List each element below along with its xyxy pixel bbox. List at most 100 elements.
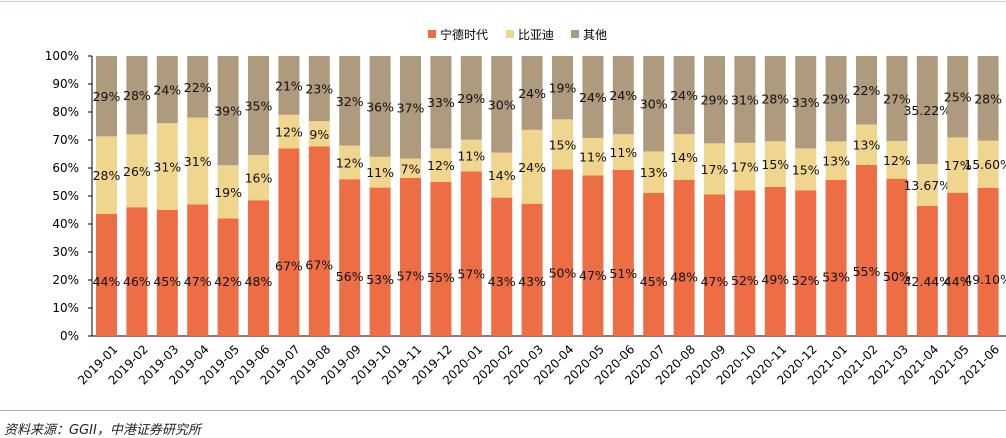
- data-label: 16%: [245, 171, 273, 186]
- data-label: 29%: [822, 92, 850, 107]
- bar-segment: [126, 134, 148, 208]
- bar-segment: [886, 56, 908, 141]
- bar-segment: [369, 56, 391, 157]
- data-label: 43%: [488, 274, 516, 289]
- bar-segment: [977, 56, 999, 141]
- divider: [0, 410, 1006, 411]
- bar-segment: [612, 169, 634, 336]
- bar-segment: [643, 192, 665, 336]
- data-label: 7%: [401, 161, 421, 176]
- data-label: 13%: [640, 165, 668, 180]
- bar-segment: [339, 56, 361, 146]
- data-label: 19%: [214, 185, 242, 200]
- data-label: 52%: [792, 273, 820, 288]
- bar-segment: [308, 146, 330, 336]
- bar-segment: [460, 56, 482, 140]
- data-label: 36%: [366, 99, 394, 114]
- y-tick-label: 60%: [52, 161, 79, 175]
- data-label: 67%: [275, 258, 303, 273]
- data-label: 11%: [579, 150, 607, 165]
- data-label: 29%: [457, 91, 485, 106]
- y-tick-label: 100%: [45, 49, 79, 63]
- data-label: 24%: [518, 86, 546, 101]
- y-tick-label: 30%: [52, 245, 79, 259]
- data-label: 56%: [336, 269, 364, 284]
- bar-segment: [491, 56, 513, 153]
- bar-segment: [96, 214, 117, 336]
- y-tick-label: 70%: [52, 133, 79, 147]
- bar-segment: [217, 165, 239, 219]
- data-label: 57%: [457, 266, 485, 281]
- bar-segment: [856, 164, 877, 336]
- data-label: 26%: [123, 164, 151, 179]
- data-label: 50%: [549, 266, 577, 281]
- bar-segment: [460, 171, 482, 336]
- bar-segment: [552, 119, 573, 170]
- bar-segment: [612, 134, 634, 170]
- data-label: 22%: [184, 80, 212, 95]
- data-label: 45%: [153, 274, 181, 289]
- y-tick-label: 40%: [52, 217, 79, 231]
- data-label: 47%: [701, 274, 729, 289]
- data-label: 13.67%: [903, 178, 951, 193]
- data-label: 28%: [761, 92, 789, 107]
- bar-segment: [187, 117, 209, 205]
- bar-segment: [491, 152, 513, 198]
- bar-segment: [552, 169, 573, 336]
- data-label: 53%: [822, 269, 850, 284]
- data-label: 49.10%: [964, 272, 1006, 287]
- data-label: 31%: [184, 154, 212, 169]
- bar-segment: [126, 207, 148, 336]
- bar-segment: [248, 56, 269, 155]
- data-label: 44%: [944, 274, 972, 289]
- legend-swatch: [428, 30, 436, 38]
- bar-segment: [856, 56, 877, 125]
- data-label: 24%: [609, 88, 637, 103]
- data-label: 35.22%: [903, 103, 951, 118]
- data-label: 44%: [93, 274, 121, 289]
- data-label: 48%: [245, 274, 273, 289]
- data-label: 12%: [275, 125, 303, 140]
- y-tick-label: 90%: [52, 77, 79, 91]
- bar-segment: [734, 56, 756, 143]
- data-label: 42.44%: [903, 274, 951, 289]
- legend-swatch: [506, 30, 514, 38]
- data-label: 29%: [701, 93, 729, 108]
- data-label: 15%: [549, 137, 577, 152]
- data-label: 11%: [457, 149, 485, 164]
- bar-segment: [612, 56, 634, 135]
- bar-segment: [96, 136, 117, 215]
- bar-segment: [734, 190, 756, 336]
- data-label: 24%: [579, 90, 607, 105]
- bar-segment: [704, 143, 725, 195]
- data-label: 32%: [336, 94, 364, 109]
- y-tick-label: 20%: [52, 273, 79, 287]
- data-label: 67%: [305, 258, 333, 273]
- data-label: 46%: [123, 274, 151, 289]
- bar-segment: [369, 187, 391, 336]
- bar-segment: [916, 56, 938, 164]
- bar-segment: [704, 194, 725, 336]
- legend-label: 其他: [583, 28, 607, 42]
- data-label: 15.60%: [964, 157, 1006, 172]
- data-label: 35%: [245, 98, 273, 113]
- bar-segment: [308, 56, 330, 122]
- bar-segment: [278, 148, 300, 336]
- data-label: 51%: [609, 266, 637, 281]
- bar-segment: [156, 123, 178, 210]
- data-label: 15%: [761, 157, 789, 172]
- bar-segment: [521, 129, 543, 204]
- data-label: 11%: [366, 165, 394, 180]
- data-label: 33%: [792, 95, 820, 110]
- data-label: 24%: [670, 88, 698, 103]
- y-tick-label: 0%: [60, 329, 79, 343]
- bar-segment: [825, 179, 847, 336]
- data-label: 12%: [427, 158, 455, 173]
- bar-segment: [856, 124, 877, 165]
- data-label: 55%: [853, 264, 881, 279]
- data-label: 30%: [488, 97, 516, 112]
- bar-segment: [248, 154, 269, 201]
- data-label: 55%: [427, 270, 455, 285]
- data-label: 11%: [609, 145, 637, 160]
- bar-segment: [916, 205, 938, 336]
